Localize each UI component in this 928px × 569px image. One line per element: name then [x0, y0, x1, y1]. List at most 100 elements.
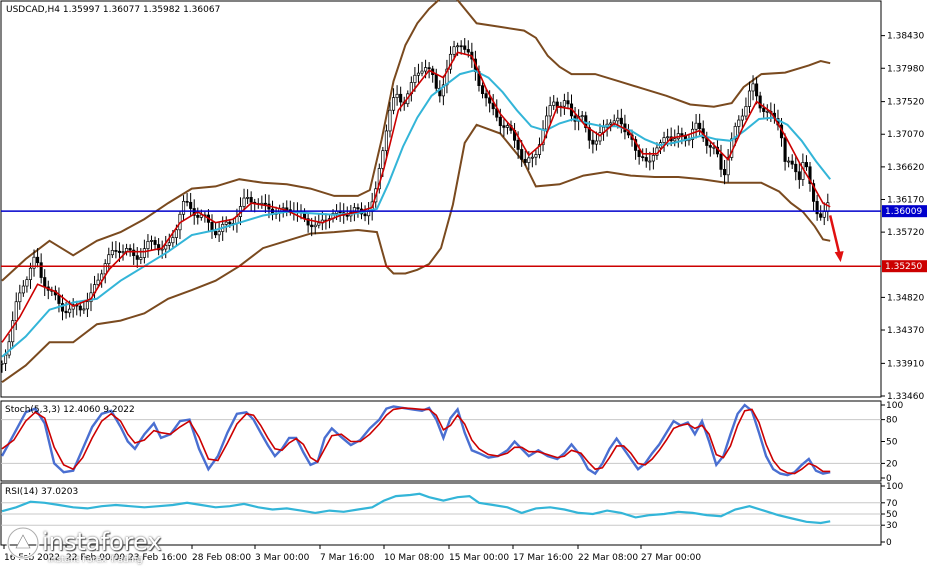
- candle-body: [192, 208, 196, 216]
- candle-body: [249, 197, 253, 203]
- candle-body: [416, 72, 421, 76]
- candle-body: [28, 267, 33, 280]
- rsi-tick-label: 0: [886, 538, 892, 548]
- price-tick-label: 1.34820: [887, 293, 924, 303]
- time-axis: 16 Feb 2022 22 Feb 00:00 23 Feb 16:00 28 Fe…: [3, 545, 701, 563]
- stochastic-tick-label: 100: [886, 401, 903, 411]
- candle-body: [199, 214, 203, 218]
- candle-body: [128, 248, 132, 251]
- candle-body: [388, 109, 392, 132]
- candle-body: [491, 102, 495, 110]
- candle-body: [174, 229, 178, 238]
- candle-body: [11, 320, 15, 343]
- candle-body: [64, 310, 68, 314]
- candle-body: [121, 251, 125, 253]
- price-tick-label: 1.35720: [887, 228, 924, 238]
- candle-body: [181, 200, 186, 215]
- candle-body: [60, 303, 65, 312]
- candle-body: [263, 202, 267, 205]
- price-panel: 1.36009 1.35250 1.38430 1.37980 1.37520 1.37…: [0, 0, 927, 402]
- moving-average-slow: [1, 69, 831, 358]
- candle-body: [566, 100, 570, 105]
- candle-body: [723, 169, 727, 176]
- candle-body: [391, 97, 396, 111]
- price-tick-label: 1.37520: [887, 98, 924, 108]
- candle-body: [18, 292, 22, 303]
- candle-body: [82, 308, 86, 311]
- candle-body: [488, 97, 492, 104]
- price-tick-label: 1.33910: [887, 359, 924, 369]
- candle-body: [641, 156, 645, 158]
- candle-body: [744, 106, 748, 117]
- candle-body: [530, 156, 534, 159]
- candle-body: [242, 197, 246, 207]
- candle-body: [171, 237, 175, 244]
- stochastic-tick-label: 0: [886, 474, 892, 484]
- candle-body: [452, 46, 456, 55]
- candle-body: [740, 115, 744, 121]
- candle-body: [826, 202, 830, 213]
- candle-body: [520, 149, 524, 160]
- candle-body: [459, 45, 463, 48]
- candle-body: [153, 240, 157, 245]
- candle-body: [32, 256, 36, 269]
- candle-body: [598, 132, 602, 142]
- candle-body: [117, 250, 122, 253]
- candle-body: [755, 83, 759, 97]
- candle-body: [413, 74, 417, 83]
- price-tick-label: 1.37070: [887, 130, 924, 140]
- candle-body: [306, 218, 310, 226]
- candle-body: [135, 255, 139, 260]
- price-tick-label: 1.36170: [887, 196, 924, 206]
- candle-body: [505, 125, 509, 128]
- level-price-label: 1.36009: [885, 207, 922, 217]
- candle-body: [39, 262, 43, 278]
- stochastic-lines: [0, 403, 831, 477]
- candle-body: [804, 162, 808, 168]
- candle-body: [157, 244, 161, 251]
- candle-body: [441, 84, 445, 97]
- candle-body: [751, 83, 755, 92]
- candle-body: [794, 163, 798, 173]
- level-price-label: 1.35250: [885, 262, 922, 272]
- forecast-arrow: [828, 215, 844, 263]
- candle-body: [395, 93, 399, 98]
- candle-body: [107, 254, 111, 264]
- candle-body: [790, 160, 794, 165]
- candle-body: [196, 215, 200, 218]
- bollinger-lower-band: [1, 123, 831, 384]
- candle-body: [466, 49, 470, 53]
- candle-body: [139, 257, 143, 260]
- candle-body: [7, 341, 11, 356]
- candle-body: [815, 201, 819, 215]
- candle-body: [819, 213, 823, 218]
- candle-body: [43, 277, 47, 288]
- candle-body: [384, 130, 388, 152]
- candle-body: [21, 285, 25, 294]
- time-tick-label: 7 Mar 16:00: [320, 553, 375, 563]
- candle-body: [644, 157, 648, 162]
- candle-body: [548, 105, 552, 117]
- rsi-tick-label: 70: [886, 499, 898, 509]
- candle-body: [363, 213, 367, 217]
- stochastic-tick-label: 80: [886, 416, 898, 426]
- candle-body: [399, 93, 403, 103]
- candle-body: [534, 154, 538, 158]
- candle-body: [424, 67, 428, 72]
- candle-body: [142, 248, 146, 258]
- forecast-arrow-head: [834, 251, 844, 263]
- time-tick-label: 17 Mar 16:00: [513, 553, 573, 563]
- candle-body: [545, 115, 549, 130]
- candle-body: [96, 279, 100, 285]
- candle-body: [484, 93, 488, 99]
- candle-body: [356, 207, 360, 210]
- candle-body: [673, 138, 677, 142]
- candle-body: [591, 139, 595, 145]
- time-tick-label: 22 Feb 00:00: [66, 553, 125, 563]
- candle-body: [4, 354, 8, 364]
- rsi-levels: [1, 502, 881, 526]
- level-price-box: [882, 260, 927, 273]
- candle-body: [0, 363, 4, 365]
